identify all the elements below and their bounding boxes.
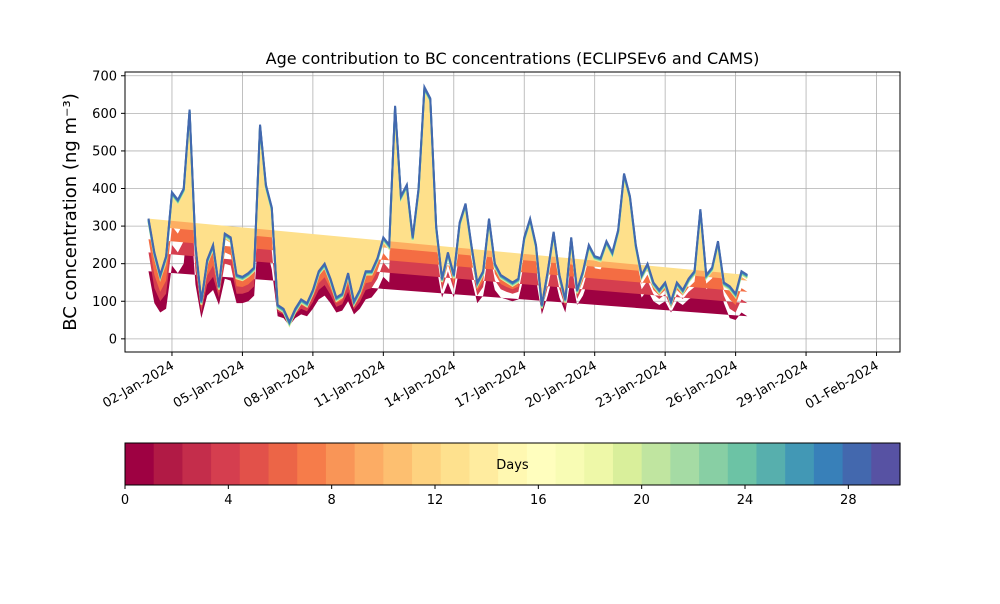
colorbar-cell — [440, 443, 471, 485]
colorbar-cell — [239, 443, 270, 485]
colorbar-cell — [297, 443, 327, 485]
colorbar-tick-label: 16 — [530, 493, 547, 508]
colorbar-tick-label: 4 — [224, 493, 232, 508]
y-tick-label: 700 — [92, 69, 117, 84]
colorbar-cell — [641, 443, 671, 485]
colorbar-cell — [871, 443, 901, 485]
colorbar-cell — [182, 443, 212, 485]
colorbar: Days 0 4 8 12 16 20 24 28 — [121, 442, 901, 508]
colorbar-cell — [354, 443, 384, 485]
y-tick-label: 100 — [92, 295, 117, 310]
y-axis-label: BC concentration (ng m⁻³) — [60, 93, 81, 331]
colorbar-cells — [125, 443, 901, 485]
colorbar-cell — [412, 443, 442, 485]
colorbar-cell — [756, 443, 786, 485]
y-tick-label: 300 — [92, 220, 117, 235]
colorbar-cell — [153, 443, 183, 485]
colorbar-tick-label: 0 — [121, 493, 129, 508]
grid — [125, 72, 900, 352]
colorbar-cell — [469, 443, 499, 485]
chart-title: Age contribution to BC concentrations (E… — [266, 49, 760, 68]
colorbar-cell — [383, 443, 413, 485]
colorbar-label: Days — [496, 458, 529, 473]
area-band — [148, 87, 748, 322]
y-tick-label: 200 — [92, 257, 117, 272]
colorbar-tick-label: 24 — [737, 493, 754, 508]
colorbar-cell — [670, 443, 700, 485]
colorbar-frame — [124, 442, 901, 486]
colorbar-tick-label: 12 — [427, 493, 444, 508]
colorbar-cell — [612, 443, 643, 485]
colorbar-cell — [325, 443, 356, 485]
colorbar-cell — [211, 443, 241, 485]
colorbar-cell — [526, 443, 557, 485]
colorbar-tick-label: 28 — [840, 493, 857, 508]
colorbar-cell — [555, 443, 585, 485]
colorbar-cell — [842, 443, 872, 485]
y-tick-label: 0 — [109, 332, 117, 347]
plot-frame — [124, 71, 901, 353]
y-axis: 0 100 200 300 400 500 600 700 — [92, 69, 125, 347]
colorbar-ticks: 0 4 8 12 16 20 24 28 — [121, 485, 857, 508]
colorbar-cell — [498, 443, 528, 485]
colorbar-cell — [268, 443, 298, 485]
colorbar-cell — [813, 443, 844, 485]
colorbar-tick-label: 8 — [328, 493, 336, 508]
colorbar-tick-label: 20 — [633, 493, 650, 508]
colorbar-cell — [125, 443, 155, 485]
y-tick-label: 500 — [92, 144, 117, 159]
colorbar-cell — [727, 443, 758, 485]
total-concentration-line — [147, 83, 748, 325]
y-tick-label: 600 — [92, 107, 117, 122]
colorbar-cell — [699, 443, 729, 485]
colorbar-cell — [785, 443, 815, 485]
colorbar-cell — [584, 443, 614, 485]
y-tick-label: 400 — [92, 182, 117, 197]
